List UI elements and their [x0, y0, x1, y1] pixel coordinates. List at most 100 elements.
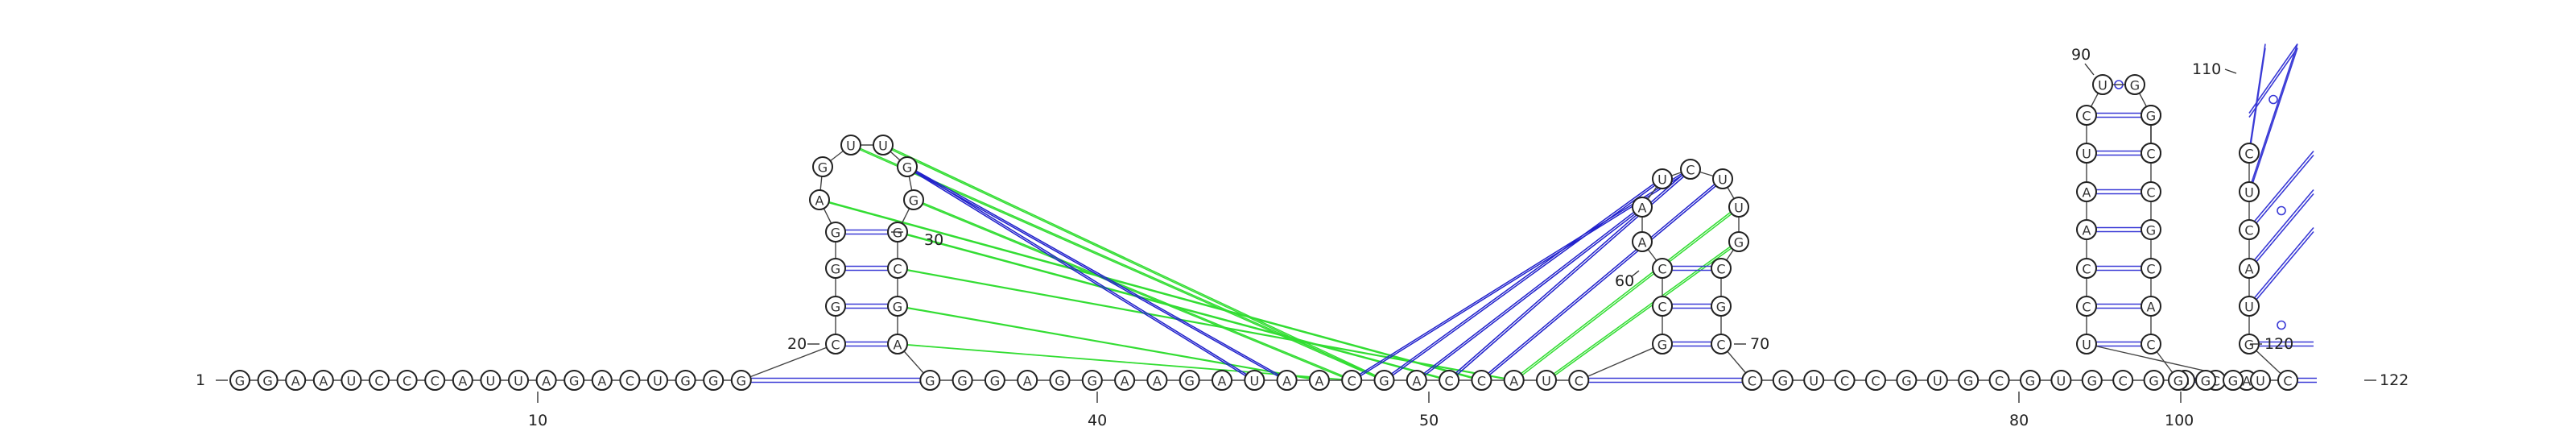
svg-text:A: A	[1282, 374, 1291, 389]
svg-text:G: G	[1734, 235, 1744, 251]
nucleotide-29: G	[903, 189, 924, 210]
nucleotide-13: G	[564, 370, 585, 391]
svg-text:G: G	[1778, 374, 1788, 389]
base-pairs	[741, 44, 2317, 383]
position-tick-60	[1630, 270, 1640, 278]
svg-text:A: A	[1509, 374, 1518, 389]
svg-text:G: G	[1184, 374, 1194, 389]
nucleotide-70: U	[1803, 370, 1825, 391]
nucleotide-91: C	[2076, 105, 2097, 126]
nucleotide-89: A	[2076, 181, 2097, 202]
position-label-20: 20	[787, 335, 807, 353]
nucleotide-92: U	[2092, 74, 2113, 95]
svg-text:C: C	[831, 338, 840, 353]
nucleotide-97: C	[2140, 143, 2161, 164]
nucleotide-17: G	[675, 370, 696, 391]
long-range-interactions	[817, 144, 1741, 381]
position-label-122: 122	[2380, 371, 2409, 389]
svg-text:C: C	[1477, 374, 1486, 389]
position-label-120: 120	[2264, 335, 2293, 353]
position-labels: 1 10 20 30 40 50 60 70 80 90 100 110 120…	[196, 46, 2409, 427]
base-pair-line	[2248, 154, 2314, 233]
svg-text:C: C	[2283, 374, 2292, 389]
svg-text:G: G	[909, 193, 919, 209]
svg-text:G: G	[708, 374, 718, 389]
svg-text:C: C	[2146, 262, 2155, 277]
nucleotide-49: A	[1406, 370, 1427, 391]
nucleotide-62: U	[1712, 168, 1733, 189]
backbone-segment	[1579, 343, 1663, 381]
nucleotide-19: G	[730, 370, 752, 391]
nucleotide-59: A	[1632, 197, 1653, 218]
svg-text:C: C	[625, 374, 634, 389]
base-pair-line	[2248, 48, 2298, 118]
backbone-segment	[741, 343, 836, 381]
nucleotide-100: C	[2140, 258, 2161, 279]
tertiary-interaction-line	[1418, 206, 1645, 381]
svg-text:A: A	[1023, 374, 1032, 389]
nucleotide-73: G	[1896, 370, 1918, 391]
position-label-80: 80	[2009, 412, 2029, 427]
nucleotide-27: U	[873, 135, 894, 155]
nucleotide-16: U	[647, 370, 668, 391]
nucleotide-28: G	[897, 156, 918, 177]
svg-text:C: C	[2146, 147, 2155, 162]
nucleotide-35: G	[952, 370, 973, 391]
nucleotide-111: C	[2239, 219, 2260, 240]
nucleotide-101: A	[2140, 296, 2161, 317]
svg-text:U: U	[1718, 172, 1728, 188]
tertiary-interaction-line	[908, 166, 1257, 381]
nucleotide-56: C	[1652, 296, 1673, 317]
nucleotide-108: G	[2239, 334, 2260, 354]
svg-text:G: G	[2025, 374, 2035, 389]
svg-text:C: C	[1657, 300, 1666, 315]
svg-text:C: C	[431, 374, 440, 389]
svg-text:G: G	[831, 226, 840, 241]
nucleotide-68: C	[1741, 370, 1763, 391]
nucleotide-52: A	[1503, 370, 1525, 391]
tertiary-interaction-line	[895, 231, 1448, 381]
nucleotide-87: C	[2076, 258, 2097, 279]
svg-text:C: C	[402, 374, 411, 389]
backbone	[240, 84, 2289, 381]
tertiary-interaction-line	[1479, 178, 1722, 381]
svg-text:C: C	[2244, 223, 2253, 238]
position-label-1: 1	[196, 371, 205, 389]
svg-text:U: U	[2057, 374, 2066, 389]
base-pair-line	[2248, 193, 2314, 272]
nucleotide-86: C	[2076, 296, 2097, 317]
nucleotide-76: C	[1988, 370, 2010, 391]
svg-text:U: U	[846, 139, 856, 154]
nucleotide-85: U	[2076, 334, 2097, 354]
tertiary-interaction-line	[820, 199, 1484, 381]
position-label-90: 90	[2071, 46, 2091, 64]
nucleotide-32: G	[887, 296, 908, 317]
svg-text:G: G	[1716, 300, 1726, 315]
nucleotide-109: U	[2239, 296, 2260, 317]
svg-text:A: A	[458, 374, 467, 389]
svg-text:A: A	[815, 193, 824, 209]
nucleotide-99: G	[2140, 219, 2161, 240]
nucleotide-110: A	[2239, 258, 2260, 279]
svg-text:G: G	[262, 374, 272, 389]
position-label-30: 30	[924, 231, 943, 249]
nucleotide-18: G	[703, 370, 724, 391]
svg-text:A: A	[597, 374, 606, 389]
svg-text:G: G	[925, 374, 935, 389]
tertiary-interaction-line	[1482, 178, 1725, 381]
nucleotide-57: C	[1652, 258, 1673, 279]
svg-text:U: U	[2256, 374, 2265, 389]
nucleotide-78: U	[2050, 370, 2072, 391]
nucleotide-9: A	[452, 370, 473, 391]
wobble-pair-marker	[2268, 94, 2278, 105]
nucleotide-113: C	[2239, 143, 2260, 164]
position-label-100: 100	[2165, 412, 2194, 427]
svg-text:C: C	[2082, 300, 2091, 315]
nucleotide-75: G	[1958, 370, 1979, 391]
svg-text:G: G	[569, 374, 579, 389]
tertiary-interaction-line	[881, 144, 1383, 381]
svg-text:G: G	[902, 160, 912, 176]
tertiary-interaction-line	[898, 305, 1322, 381]
nucleotide-23: G	[825, 222, 846, 243]
svg-text:U: U	[1734, 201, 1744, 216]
